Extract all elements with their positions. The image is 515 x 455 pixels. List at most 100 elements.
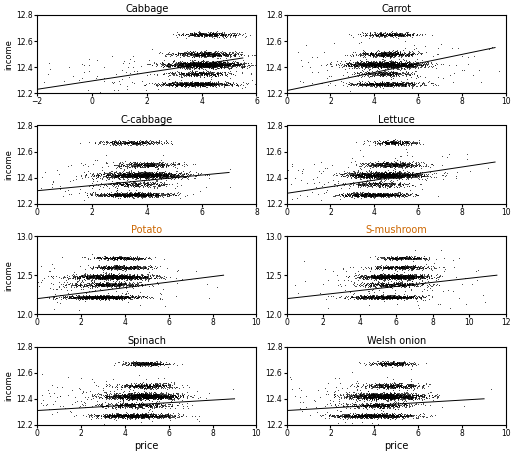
Point [410,393,418,400]
Point [403,361,411,369]
Point [138,274,146,282]
Point [380,411,388,419]
Point [370,81,379,89]
Point [211,61,219,68]
Point [138,173,146,180]
Point [155,170,163,177]
Point [120,293,128,300]
Point [89,264,97,271]
Point [196,81,204,89]
Point [366,170,374,177]
Point [176,59,184,66]
Point [383,190,391,197]
Point [357,411,365,418]
Point [392,293,400,301]
Point [388,273,397,281]
Point [376,179,384,187]
Point [421,61,429,68]
Point [362,411,370,418]
Point [405,161,413,168]
Point [399,172,407,179]
Point [140,172,148,179]
Point [365,60,373,67]
Point [104,256,112,263]
Point [359,172,367,180]
Point [407,294,416,302]
Point [133,139,142,147]
Point [396,264,404,271]
Point [155,402,163,409]
Point [147,181,156,188]
Point [388,402,396,410]
Point [375,393,384,400]
Point [379,70,387,77]
Point [360,62,369,69]
Point [102,390,111,397]
Point [401,413,409,420]
Point [391,30,400,38]
Point [128,295,136,303]
Point [99,403,107,410]
Point [113,273,122,280]
Point [394,264,402,272]
Point [124,414,132,421]
Point [203,71,212,79]
Point [140,173,148,181]
Point [214,80,222,87]
Point [327,73,335,80]
Point [384,80,392,87]
Point [144,170,152,177]
Point [390,383,399,390]
Point [142,413,150,420]
Point [132,182,140,189]
Point [208,62,216,70]
Point [195,29,203,36]
Point [359,171,367,178]
Point [399,273,407,281]
Point [406,281,414,288]
Point [218,30,227,37]
Point [119,392,127,399]
Point [381,51,389,59]
Point [364,160,372,167]
Point [113,274,122,281]
Point [342,394,350,401]
Point [165,192,173,199]
Point [197,69,205,76]
Point [112,272,120,279]
Point [88,273,96,280]
Point [138,379,146,387]
Point [395,411,403,418]
Point [386,172,394,180]
Point [386,70,394,77]
Point [192,60,200,67]
Point [390,413,399,420]
Point [364,293,372,301]
Point [124,172,132,179]
Point [127,141,135,148]
Point [386,384,394,391]
Point [395,360,403,368]
Point [132,171,140,178]
Point [372,62,380,70]
Point [383,389,391,396]
Point [414,273,422,280]
Point [363,293,371,300]
Point [401,61,409,69]
Point [147,162,155,169]
Point [179,60,187,67]
Point [136,169,145,176]
Point [410,275,418,282]
Point [244,61,252,69]
Point [205,31,213,38]
Point [128,161,136,168]
Point [181,172,189,180]
Point [143,162,151,169]
Point [405,51,414,59]
Point [137,171,145,178]
Point [380,82,388,89]
Point [127,137,135,145]
Point [350,60,358,67]
Point [177,80,185,87]
Point [406,294,414,301]
